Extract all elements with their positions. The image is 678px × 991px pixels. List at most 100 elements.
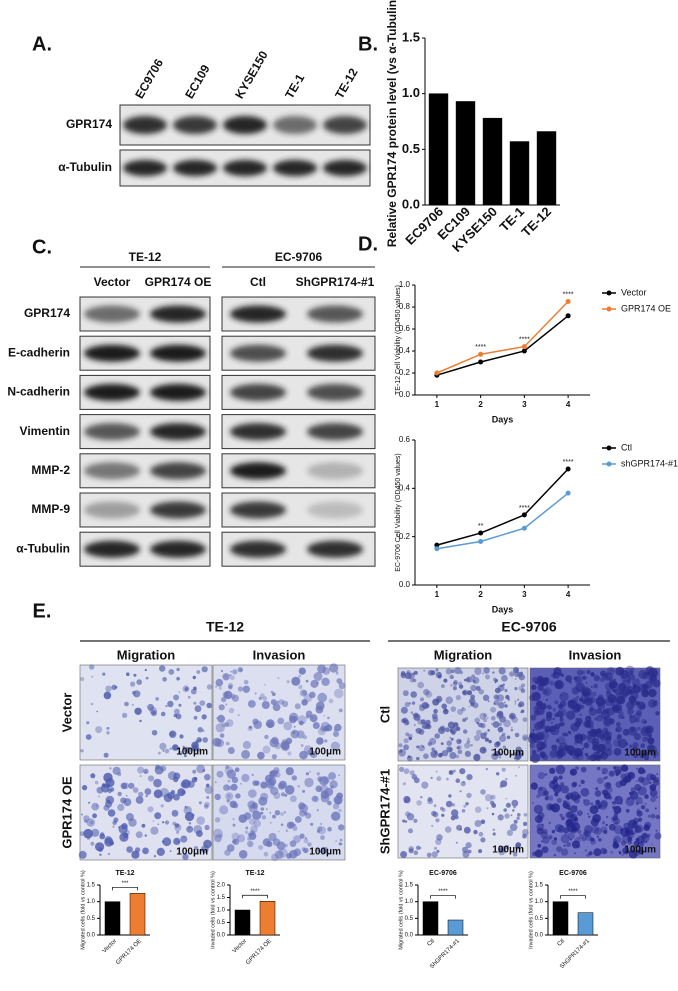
cell [532,676,538,683]
cell [147,703,155,711]
cell [588,851,593,856]
cell [554,700,559,705]
blot-band [307,305,363,323]
cell [130,681,136,687]
cell [404,672,412,680]
cell [450,684,453,687]
cell [616,737,619,740]
cell [580,704,585,709]
cell [637,835,645,844]
cell [571,818,578,826]
cell [648,667,658,678]
cell [649,789,658,797]
cell [626,679,632,684]
cell [435,668,439,672]
cell [462,781,465,784]
cell [124,701,129,707]
lane-label: TE-1 [282,71,307,101]
cell [202,737,208,743]
cell [496,694,504,702]
row-label: N-cadherin [7,385,70,399]
x-tick-label: Ctl [427,938,436,947]
cell [621,698,624,701]
cell [451,809,459,817]
cell [171,809,179,817]
cell [569,768,578,776]
cell [264,774,273,783]
chart-title: EC-9706 [559,870,587,877]
cell [433,754,435,756]
cell [220,669,224,673]
cell [436,695,443,703]
cell [467,849,472,854]
cell [167,792,175,800]
cell [332,803,340,810]
cell [646,773,654,781]
x-tick-label: 3 [522,590,527,599]
y-tick-label: 1.0 [535,899,544,905]
cell [334,723,342,732]
cell [450,729,454,733]
cell [99,853,102,856]
cell [531,691,541,701]
cell [289,715,297,724]
cell [454,667,462,675]
y-tick-label: 0.6 [399,324,411,333]
cell [336,671,339,674]
significance-label: **** [563,291,574,298]
row-label: Vector [59,693,74,733]
x-tick-label: 3 [522,400,527,409]
cell [438,726,446,735]
cell [162,821,165,824]
cell [418,729,425,735]
cell [180,835,188,843]
cell [445,668,452,675]
cell [521,683,525,688]
cell [566,842,572,847]
cell [630,698,638,706]
point [478,351,484,357]
cell [630,846,635,851]
cell [463,826,471,834]
cell [542,823,544,826]
cell [441,703,448,710]
y-tick-label: 1.0 [402,85,420,100]
cell [591,691,597,697]
cell [83,828,93,839]
cell [600,738,605,743]
y-tick-label: 0.5 [217,920,226,926]
cell [225,703,228,706]
cell [482,748,486,752]
cell [556,736,566,745]
cell [537,817,543,824]
cell [271,754,277,760]
legend-marker [606,445,612,451]
row-label: ShGPR174-#1 [377,769,392,854]
cell [655,795,659,799]
cell [253,819,261,828]
cell [224,675,227,677]
cell [567,832,575,840]
cell [590,802,594,806]
cell [483,667,490,674]
cell [649,674,658,682]
cell [440,742,444,745]
cell [627,673,636,681]
bar [447,919,464,936]
cell [652,679,661,688]
cell [417,681,425,689]
cell [422,745,424,748]
cell [427,669,434,676]
cell [258,845,264,850]
cell [636,810,643,817]
cell [537,812,545,820]
cell [145,794,148,798]
cell [176,667,180,672]
cell [413,818,418,823]
cell [263,851,269,857]
cell [591,825,600,834]
cell [540,831,549,839]
cell [266,781,275,790]
cell [184,687,189,691]
cell [514,671,521,678]
